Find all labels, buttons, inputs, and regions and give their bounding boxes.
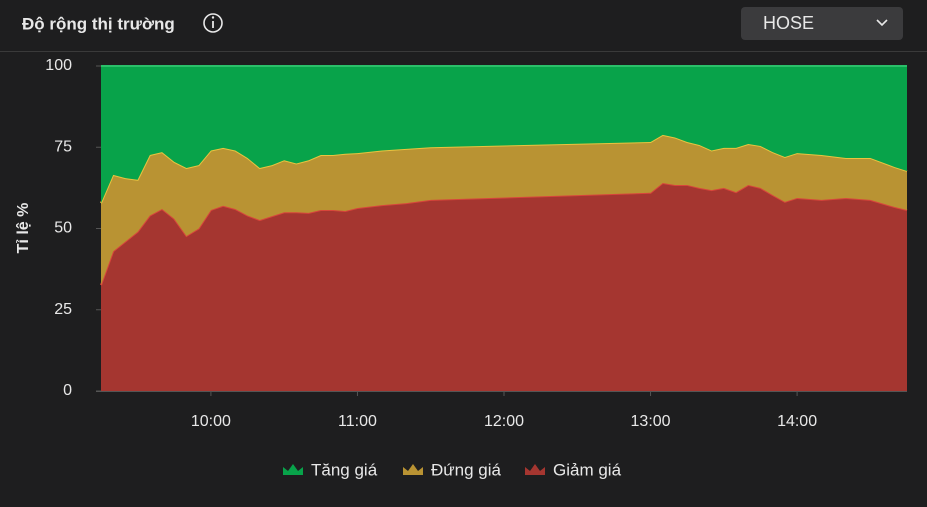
legend-marker — [283, 464, 303, 475]
x-tick-label: 12:00 — [484, 413, 524, 430]
area — [101, 134, 907, 286]
x-tick-label: 11:00 — [338, 413, 377, 430]
legend-item: Giảm giá — [525, 460, 622, 479]
legend-label: Giảm giá — [553, 460, 622, 479]
info-icon[interactable] — [203, 13, 223, 33]
area — [101, 66, 907, 204]
widget-title: Độ rộng thị trường — [22, 14, 175, 33]
y-tick-label: 50 — [54, 220, 72, 237]
exchange-select-value: HOSE — [763, 13, 814, 33]
legend-item: Đứng giá — [403, 460, 502, 479]
area — [101, 183, 907, 391]
legend-marker — [525, 464, 545, 475]
legend-label: Tăng giá — [311, 460, 378, 479]
exchange-select[interactable]: HOSE — [741, 7, 903, 40]
y-tick-label: 0 — [63, 382, 72, 399]
x-tick-label: 10:00 — [191, 413, 231, 430]
x-tick-label: 13:00 — [631, 413, 671, 430]
y-tick-label: 25 — [54, 301, 72, 318]
legend-label: Đứng giá — [431, 460, 502, 479]
legend-item: Tăng giá — [283, 460, 378, 479]
plot-area: 0 25 50 75 100 10:00 11:00 12:00 13:00 14:00 Tăng … — [45, 57, 908, 479]
x-tick-label: 14:00 — [777, 413, 817, 430]
y-tick-label: 100 — [45, 57, 72, 74]
y-tick-label: 75 — [54, 138, 72, 155]
y-axis-label: Tỉ lệ % — [15, 203, 32, 254]
legend-marker — [403, 464, 423, 475]
